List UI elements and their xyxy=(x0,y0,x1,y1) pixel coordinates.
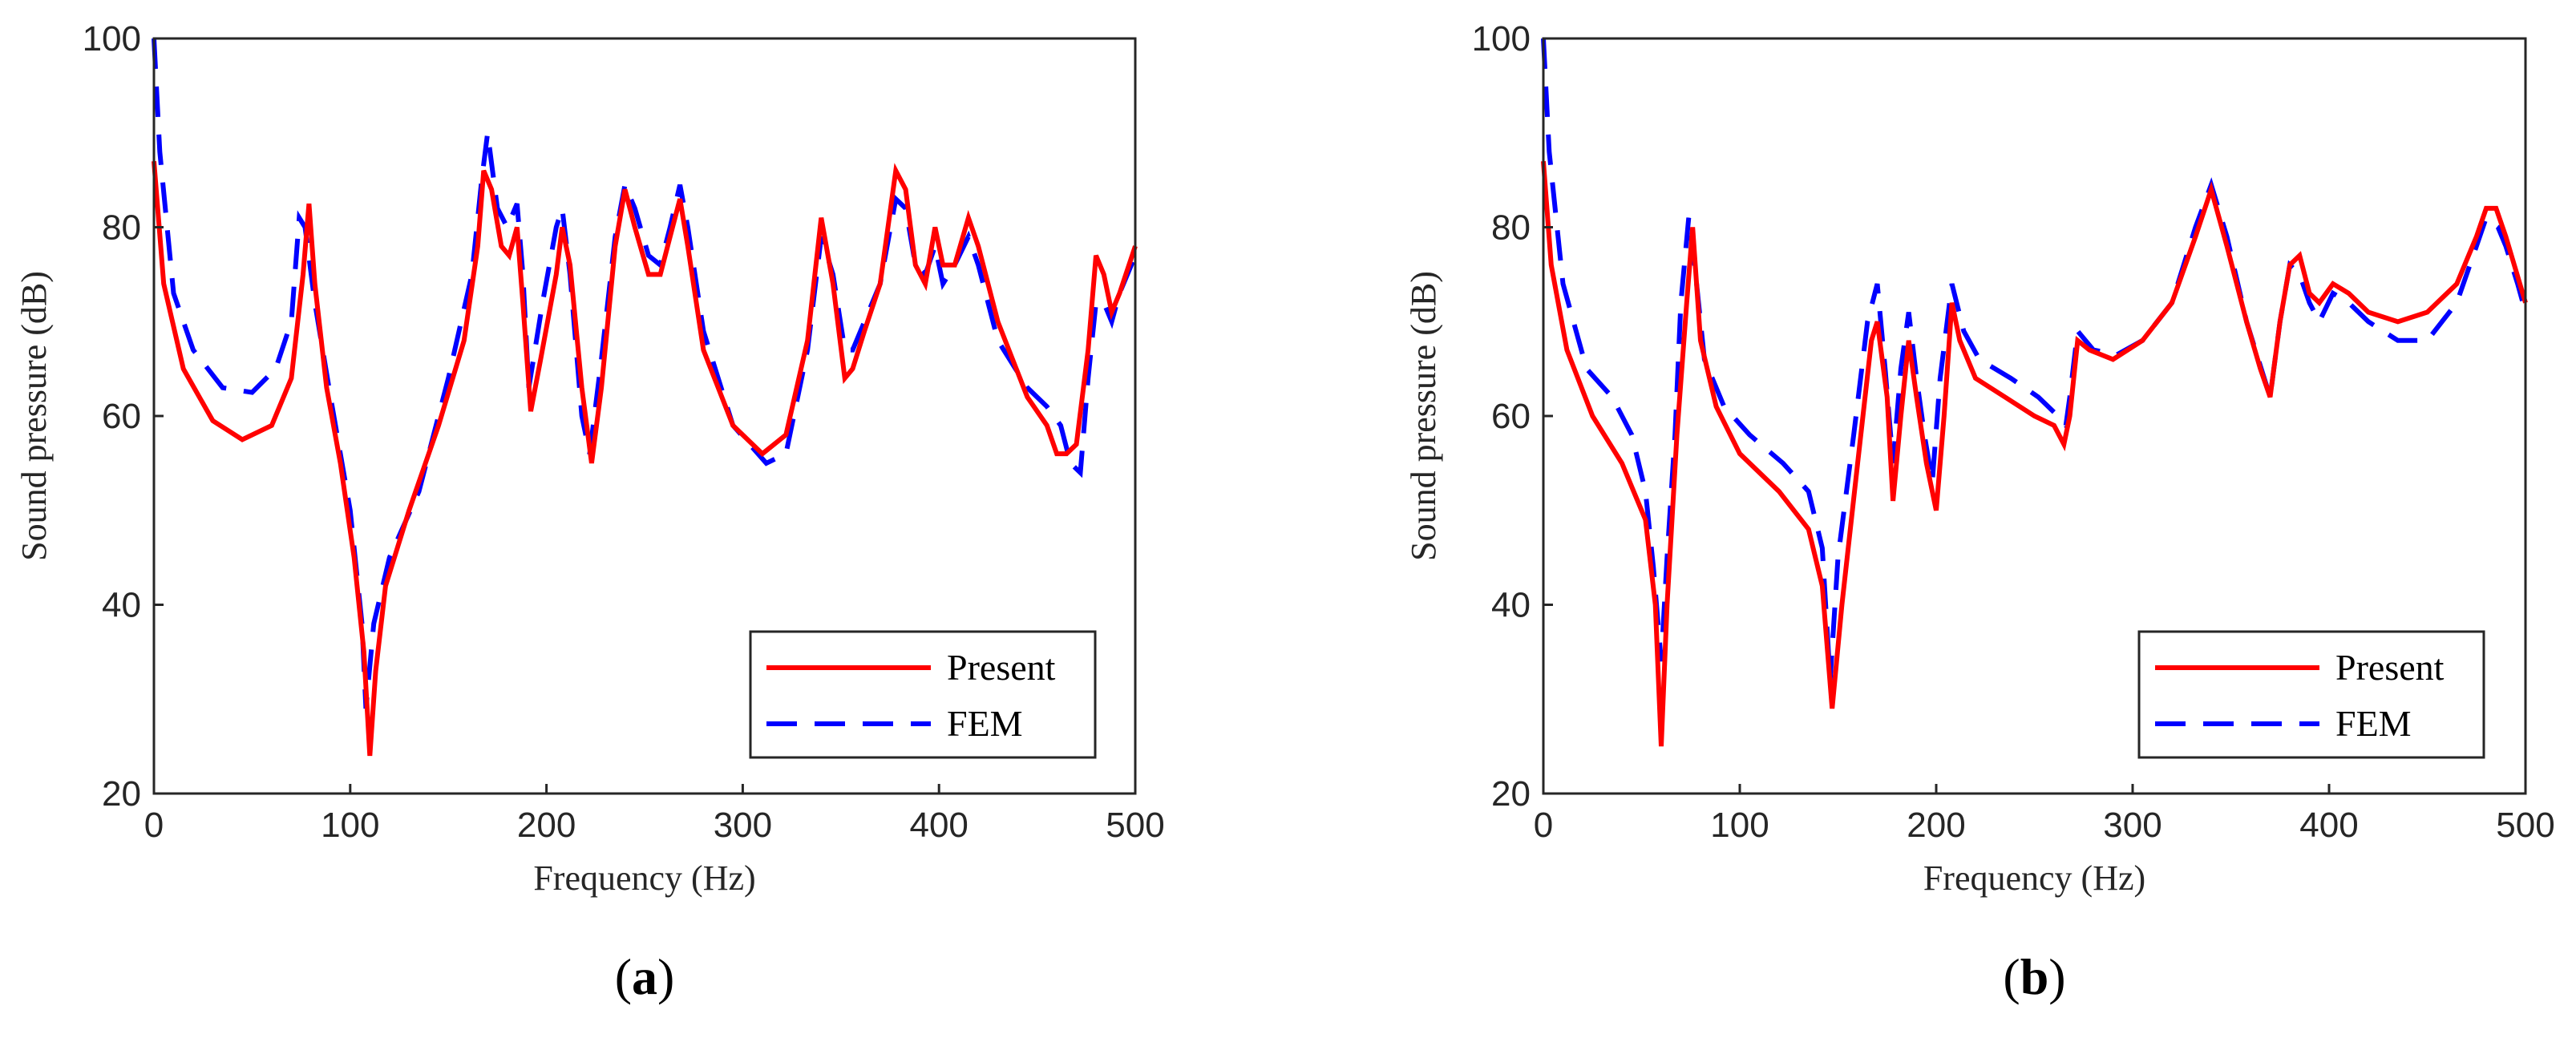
legend-box xyxy=(749,630,1097,759)
legend: Present FEM xyxy=(2137,630,2485,759)
y-axis-label: Sound pressure (dB) xyxy=(1404,271,1443,561)
y-tick-label: 100 xyxy=(83,19,141,59)
x-tick-label: 100 xyxy=(1710,806,1769,845)
x-tick-label: 400 xyxy=(2299,806,2358,845)
panel-label: (b) xyxy=(2003,948,2065,1005)
x-tick-label: 200 xyxy=(1907,806,1965,845)
legend-fem-label: FEM xyxy=(947,703,1023,744)
y-tick-label: 100 xyxy=(1472,19,1531,59)
panel-label: (a) xyxy=(615,948,675,1005)
x-axis-label: Frequency (Hz) xyxy=(533,858,755,898)
legend-present-label: Present xyxy=(947,647,1056,688)
y-tick-label: 20 xyxy=(102,774,141,814)
y-axis-label: Sound pressure (dB) xyxy=(14,271,54,561)
x-tick-label: 300 xyxy=(2103,806,2161,845)
x-axis-ticks: 0 100 200 300 400 500 xyxy=(1534,784,2555,845)
y-tick-label: 80 xyxy=(102,208,141,248)
x-tick-label: 100 xyxy=(321,806,379,845)
x-tick-label: 500 xyxy=(1106,806,1164,845)
y-tick-label: 60 xyxy=(102,397,141,436)
legend-fem-label: FEM xyxy=(2335,703,2412,744)
x-tick-label: 300 xyxy=(714,806,772,845)
x-tick-label: 0 xyxy=(144,806,164,845)
y-tick-label: 20 xyxy=(1491,774,1531,814)
legend-present-label: Present xyxy=(2335,647,2445,688)
x-axis-ticks: 0 100 200 300 400 500 xyxy=(144,784,1165,845)
series-present-line xyxy=(1541,160,2528,747)
series-fem-line xyxy=(1541,38,2528,681)
y-tick-label: 40 xyxy=(102,586,141,625)
y-tick-label: 80 xyxy=(1491,208,1531,248)
series-present-line xyxy=(152,160,1138,757)
panel-letter: a xyxy=(632,948,657,1005)
y-tick-label: 60 xyxy=(1491,397,1531,436)
legend-box xyxy=(2137,630,2485,759)
x-tick-label: 0 xyxy=(1534,806,1553,845)
x-axis-label: Frequency (Hz) xyxy=(1923,858,2145,898)
chart-panel-b: 0 100 200 300 400 500 20 40 60 80 100 Frequency (… xyxy=(1404,19,2555,1005)
x-tick-label: 200 xyxy=(517,806,576,845)
chart-lines xyxy=(1541,38,2528,747)
legend: Present FEM xyxy=(749,630,1097,759)
series-fem-line xyxy=(152,38,1138,709)
chart-lines xyxy=(152,38,1138,757)
x-tick-label: 500 xyxy=(2496,806,2554,845)
y-axis-ticks: 20 40 60 80 100 xyxy=(83,19,164,814)
chart-panel-a: 0 100 200 300 400 500 20 40 60 80 100 Frequency (… xyxy=(14,19,1165,1005)
y-axis-ticks: 20 40 60 80 100 xyxy=(1472,19,1553,814)
y-tick-label: 40 xyxy=(1491,586,1531,625)
x-tick-label: 400 xyxy=(909,806,968,845)
panel-letter: b xyxy=(2020,948,2049,1005)
